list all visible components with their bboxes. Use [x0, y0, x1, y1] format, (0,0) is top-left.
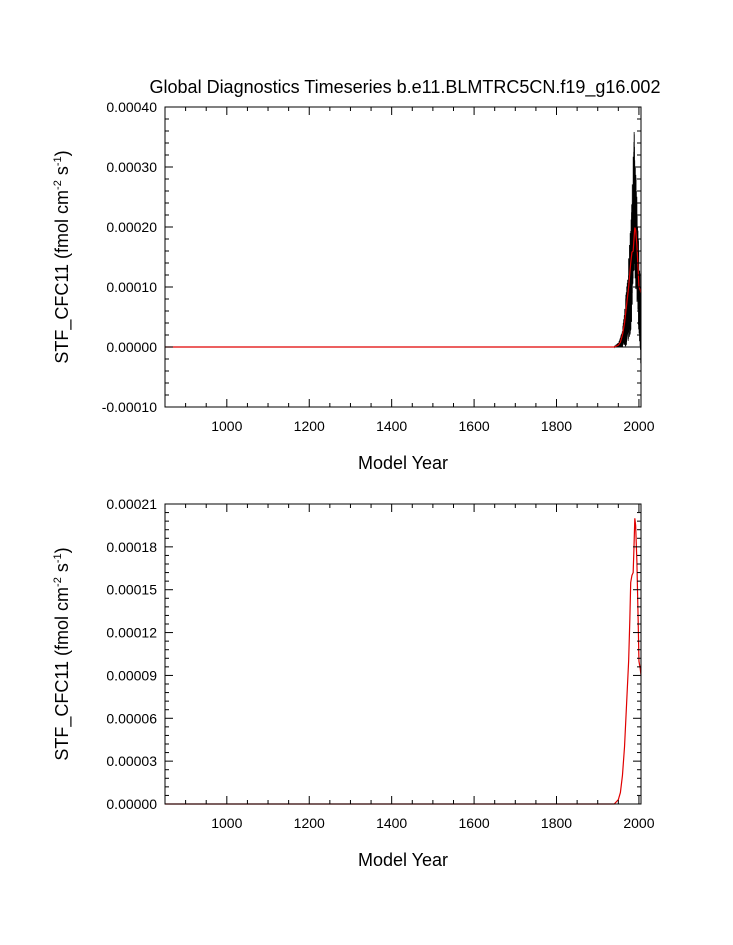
- bottom-x-axis-label: Model Year: [358, 850, 448, 870]
- x-tick-label: 1000: [211, 815, 242, 831]
- bottom-plot-frame: [164, 503, 642, 805]
- y-tick-label: 0.00040: [106, 99, 157, 115]
- top-y-axis-label: STF_CFC11 (fmol cm-2 s-1): [52, 150, 73, 363]
- y-tick-label: 0.00006: [106, 710, 157, 726]
- x-tick-label: 1800: [541, 815, 572, 831]
- annual-mean-series-line: [165, 226, 642, 348]
- x-tick-label: 1200: [294, 418, 325, 434]
- y-tick-label: -0.00010: [102, 399, 157, 415]
- bottom-panel: 1000 1200 1400 1600 1800 2000 0.00000 0.00003 0.…: [52, 496, 655, 870]
- y-tick-label: 0.00021: [106, 496, 157, 512]
- x-tick-label: 2000: [623, 815, 654, 831]
- top-panel: Global Diagnostics Timeseries b.e11.BLMT…: [52, 77, 660, 473]
- y-tick-label: 0.00003: [106, 753, 157, 769]
- chart-title: Global Diagnostics Timeseries b.e11.BLMT…: [150, 77, 661, 98]
- x-tick-label: 1600: [459, 815, 490, 831]
- x-tick-label: 2000: [623, 418, 654, 434]
- top-x-axis-label: Model Year: [358, 453, 448, 473]
- annual-mean-series-line: [165, 518, 642, 805]
- y-tick-label: 0.00009: [106, 667, 157, 683]
- y-tick-label: 0.00015: [106, 582, 157, 598]
- x-tick-label: 1200: [294, 815, 325, 831]
- y-tick-label: 0.00010: [106, 279, 157, 295]
- monthly-series-line: [165, 131, 642, 364]
- top-plot-frame: [164, 106, 642, 408]
- x-tick-label: 1800: [541, 418, 572, 434]
- y-tick-label: 0.00018: [106, 539, 157, 555]
- x-tick-label: 1000: [211, 418, 242, 434]
- y-tick-label: 0.00000: [106, 796, 157, 812]
- bottom-y-axis-label: STF_CFC11 (fmol cm-2 s-1): [52, 547, 73, 760]
- y-tick-label: 0.00012: [106, 625, 157, 641]
- y-tick-label: 0.00020: [106, 219, 157, 235]
- x-tick-label: 1600: [459, 418, 490, 434]
- y-tick-label: 0.00000: [106, 339, 157, 355]
- x-tick-label: 1400: [376, 418, 407, 434]
- x-tick-label: 1400: [376, 815, 407, 831]
- y-tick-label: 0.00030: [106, 159, 157, 175]
